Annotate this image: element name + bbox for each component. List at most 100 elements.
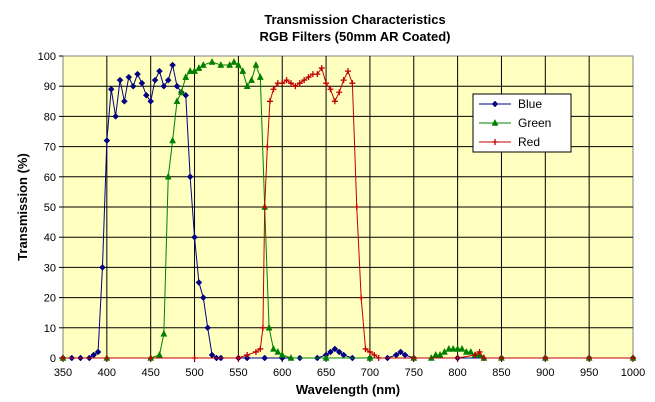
data-point-blue [107,85,115,93]
y-tick-label: 80 [44,111,56,123]
series-red [60,65,636,361]
data-point-red [336,89,343,96]
data-point-blue [397,348,404,356]
x-tick-label: 350 [54,367,72,379]
data-point-red [480,355,487,361]
legend-marker-blue [491,100,499,108]
y-tick-label: 30 [44,262,56,274]
data-point-blue [327,348,334,356]
data-point-blue [116,76,124,84]
data-point-red [498,355,505,361]
data-point-green [252,61,260,68]
data-point-green [160,329,168,337]
data-point-red [235,355,242,361]
data-point-red [472,351,479,358]
y-tick-label: 100 [38,51,56,63]
data-point-blue [156,67,163,75]
data-point-blue [121,97,128,105]
x-tick-label: 750 [405,367,423,379]
data-point-green [270,344,277,352]
data-point-red [283,77,290,84]
data-point-red [353,204,360,210]
data-point-green [256,73,264,80]
data-point-green [173,97,181,105]
data-point-green [445,344,453,352]
x-tick-label: 850 [492,367,510,379]
data-point-blue [243,354,251,362]
x-tick-label: 650 [317,367,335,379]
data-point-red [410,355,417,361]
chart-subtitle: RGB Filters (50mm AR Coated) [260,29,451,44]
data-point-green [265,323,273,331]
data-point-green [366,353,374,361]
legend-marker-red [492,139,498,145]
x-axis-label: Wavelength (nm) [296,382,400,397]
data-point-red [349,80,356,87]
data-point-red [147,355,154,361]
data-point-red [314,71,321,78]
x-tick-label: 400 [98,367,116,379]
x-tick-label: 550 [229,367,247,379]
data-point-blue [160,82,168,90]
x-tick-label: 900 [536,367,554,379]
x-axis-ticks: 350 400 450 500 550 600 650 700 750 800 850 900 950 1… [54,358,645,379]
data-point-green [182,73,190,80]
data-point-green [287,353,295,361]
data-point-green [199,61,207,68]
x-tick-label: 1000 [621,367,645,379]
y-tick-label: 60 [44,172,56,184]
data-point-red [301,77,308,84]
data-point-blue [164,76,172,84]
y-tick-label: 0 [50,353,56,365]
data-point-red [375,355,382,361]
x-tick-label: 450 [142,367,160,379]
data-point-red [371,351,378,358]
data-point-red [279,80,286,87]
legend-label-blue: Blue [518,97,542,111]
data-point-blue [129,82,137,90]
series-green [59,57,637,361]
data-point-green [274,347,282,355]
y-axis-ticks: 0 10 20 30 40 50 60 70 80 90 100 [38,51,63,365]
x-tick-label: 500 [185,367,203,379]
data-point-red [60,355,66,361]
data-point-red [366,348,373,355]
data-point-blue [331,345,339,353]
x-tick-label: 950 [580,367,598,379]
data-point-blue [134,70,141,78]
y-tick-label: 50 [44,202,56,214]
data-point-red [264,143,271,150]
data-point-red [318,65,325,72]
x-tick-label: 800 [448,367,466,379]
data-point-blue [112,113,119,120]
data-point-green [208,57,216,65]
data-point-red [296,80,303,87]
data-point-blue [195,279,203,286]
series-layer [59,57,637,362]
data-point-blue [199,294,207,301]
data-point-red [340,77,347,84]
data-point-green [169,136,177,144]
series-line-red [63,66,633,359]
data-point-red [331,98,338,105]
data-point-green [278,350,286,358]
y-tick-label: 40 [44,232,56,244]
data-point-red [103,355,110,361]
data-point-red [288,80,294,87]
x-tick-label: 600 [273,367,291,379]
data-point-blue [204,324,212,332]
y-tick-label: 10 [44,323,56,335]
data-point-blue [186,173,194,181]
data-point-red [261,204,268,210]
data-point-green [432,350,440,358]
data-point-blue [99,264,106,271]
legend: Blue Green Red [472,93,572,153]
data-point-red [266,98,273,105]
data-point-red [292,83,299,90]
data-point-red [362,345,369,352]
y-axis-label: Transmission (%) [15,153,30,261]
data-point-green [467,347,475,355]
data-point-green [322,353,330,361]
data-point-red [259,324,266,331]
